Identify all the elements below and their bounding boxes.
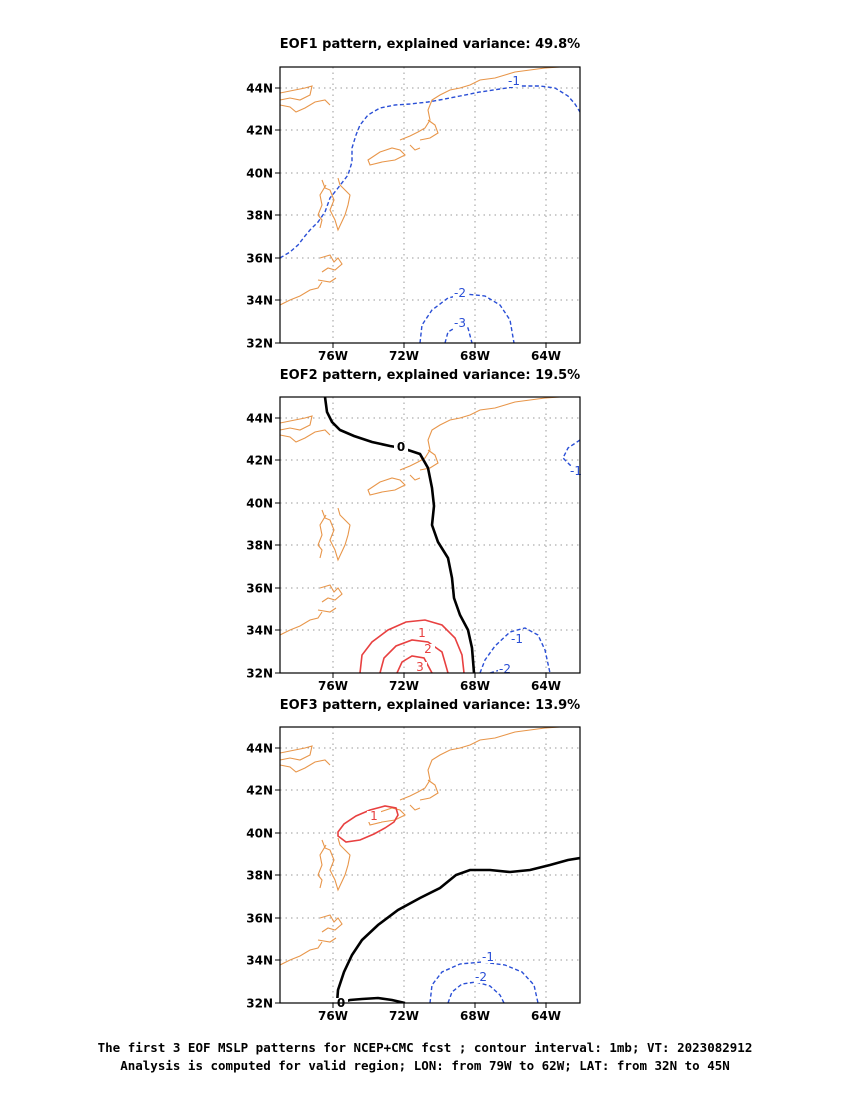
contour-label: 1 <box>370 809 378 823</box>
map-frame <box>279 66 581 344</box>
lat-tick-label: 36N <box>246 912 273 926</box>
coastline <box>280 67 561 306</box>
contour-label: -2 <box>454 286 466 300</box>
contour-label: 2 <box>424 642 432 656</box>
lat-tick-label: 32N <box>246 337 273 351</box>
lat-tick-label: 44N <box>246 742 273 756</box>
zero-contour <box>335 856 580 1003</box>
lon-tick-label: 68W <box>460 1009 490 1023</box>
zero-contour <box>339 996 406 1003</box>
eof3-title: EOF3 pattern, explained variance: 13.9% <box>279 698 581 713</box>
contour-label: -3 <box>454 316 466 330</box>
contour-label: -1 <box>482 950 494 964</box>
contour-label: -1 <box>511 632 523 646</box>
eof1-map: -1 -2 -3 32N 34N 36N 38N 40N 42N 44N 76W 72W 68W 64W <box>246 66 581 363</box>
lon-tick-label: 76W <box>318 1009 348 1023</box>
lon-tick-label: 76W <box>318 679 348 693</box>
lat-tick-label: 40N <box>246 827 273 841</box>
zero-contour <box>323 397 476 673</box>
contour-label: -1 <box>508 74 520 88</box>
eof2-title: EOF2 pattern, explained variance: 19.5% <box>279 368 581 383</box>
lat-tick-label: 42N <box>246 454 273 468</box>
contour-label: -2 <box>475 970 487 984</box>
lat-tick-label: 44N <box>246 412 273 426</box>
lon-tick-label: 68W <box>460 349 490 363</box>
lat-tick-label: 36N <box>246 252 273 266</box>
caption-line-2: Analysis is computed for valid region; L… <box>120 1058 730 1073</box>
coastline <box>280 397 561 636</box>
lat-tick-label: 34N <box>246 624 273 638</box>
map-frame <box>279 726 581 1004</box>
grid-lines <box>280 727 580 1003</box>
contour-label: 3 <box>416 660 424 674</box>
pos-contour <box>359 619 465 673</box>
lat-tick-label: 44N <box>246 82 273 96</box>
contour-label: 1 <box>418 626 426 640</box>
lat-tick-label: 38N <box>246 869 273 883</box>
lon-tick-label: 72W <box>389 349 419 363</box>
lon-tick-label: 72W <box>389 1009 419 1023</box>
neg-contour <box>280 85 580 259</box>
lat-tick-label: 40N <box>246 497 273 511</box>
lat-tick-label: 36N <box>246 582 273 596</box>
neg-contour <box>479 627 551 673</box>
coastline <box>280 727 561 966</box>
lon-tick-label: 64W <box>531 349 561 363</box>
lon-tick-label: 68W <box>460 679 490 693</box>
lat-tick-label: 32N <box>246 997 273 1011</box>
lon-tick-label: 72W <box>389 679 419 693</box>
lat-tick-label: 34N <box>246 954 273 968</box>
lat-tick-label: 42N <box>246 784 273 798</box>
contour-label: -2 <box>499 662 511 676</box>
lat-tick-label: 38N <box>246 209 273 223</box>
lon-tick-label: 64W <box>531 679 561 693</box>
lat-tick-label: 40N <box>246 167 273 181</box>
lon-tick-label: 76W <box>318 349 348 363</box>
contour-label: -1 <box>570 464 582 478</box>
lat-tick-label: 34N <box>246 294 273 308</box>
map-frame <box>279 396 581 674</box>
caption-line-1: The first 3 EOF MSLP patterns for NCEP+C… <box>97 1040 753 1055</box>
contour-label: 0 <box>397 440 405 454</box>
lat-tick-label: 42N <box>246 124 273 138</box>
grid-lines <box>280 397 580 673</box>
eof2-map: 0 1 23 -1 -1 -2 32N 34N 36N 38N 40N 42N 44N 76W 72W 68W… <box>246 396 583 693</box>
pos-contour <box>379 639 449 673</box>
pos-contour <box>337 805 399 843</box>
neg-contour <box>447 981 505 1003</box>
lat-tick-label: 38N <box>246 539 273 553</box>
lat-tick-label: 32N <box>246 667 273 681</box>
eof1-title: EOF1 pattern, explained variance: 49.8% <box>279 37 581 52</box>
lon-tick-label: 64W <box>531 1009 561 1023</box>
grid-lines <box>280 67 580 343</box>
